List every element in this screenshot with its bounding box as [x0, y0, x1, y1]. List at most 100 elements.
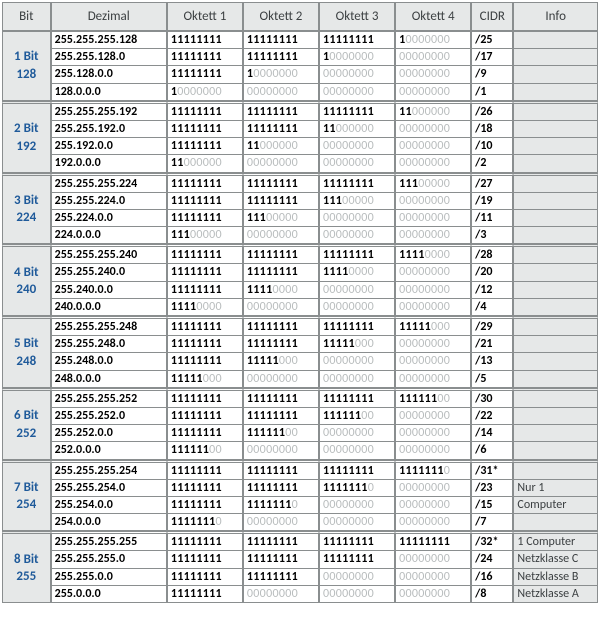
oktett-1: 11111111 — [167, 173, 243, 193]
info-value: Netzklasse C — [513, 551, 598, 568]
oktett-2: 11111111 — [243, 388, 319, 408]
oktett-4: 11111111 — [395, 531, 471, 551]
info-value — [513, 31, 598, 49]
oktett-1: 11111111 — [167, 193, 243, 210]
oktett-3: 11100000 — [319, 193, 395, 210]
bit-label: 1 Bit128 — [2, 31, 51, 101]
table-row: 128.0.0.01000000000000000000000000000000… — [2, 84, 598, 101]
oktett-4: 00000000 — [395, 408, 471, 425]
decimal-value: 255.0.0.0 — [51, 586, 167, 603]
oktett-3: 00000000 — [319, 442, 395, 459]
info-value — [513, 244, 598, 264]
oktett-2: 11111111 — [243, 264, 319, 281]
oktett-1: 11111111 — [167, 336, 243, 353]
oktett-1: 11111111 — [167, 408, 243, 425]
bit-label: 3 Bit224 — [2, 173, 51, 245]
oktett-3: 10000000 — [319, 49, 395, 66]
oktett-4: 00000000 — [395, 193, 471, 210]
decimal-value: 255.240.0.0 — [51, 282, 167, 299]
oktett-1: 11111100 — [167, 442, 243, 459]
table-row: 8 Bit255255.255.255.25511111111111111111… — [2, 531, 598, 551]
decimal-value: 255.255.255.254 — [51, 460, 167, 480]
oktett-1: 11111111 — [167, 531, 243, 551]
subnet-table: Bit Dezimal Oktett 1 Oktett 2 Oktett 3 O… — [2, 2, 598, 603]
table-row: 255.255.240.0111111111111111111110000000… — [2, 264, 598, 281]
cidr-value: /15 — [471, 497, 513, 514]
decimal-value: 240.0.0.0 — [51, 299, 167, 316]
table-row: 255.255.128.0111111111111111110000000000… — [2, 49, 598, 66]
oktett-3: 11111100 — [319, 408, 395, 425]
table-header-row: Bit Dezimal Oktett 1 Oktett 2 Oktett 3 O… — [2, 2, 598, 31]
oktett-1: 11100000 — [167, 227, 243, 244]
oktett-4: 00000000 — [395, 282, 471, 299]
cidr-value: /18 — [471, 121, 513, 138]
cidr-value: /11 — [471, 210, 513, 227]
oktett-2: 10000000 — [243, 66, 319, 83]
decimal-value: 255.255.0.0 — [51, 569, 167, 586]
table-row: 2 Bit192255.255.255.19211111111111111111… — [2, 101, 598, 121]
table-row: 6 Bit252255.255.255.25211111111111111111… — [2, 388, 598, 408]
decimal-value: 255.255.240.0 — [51, 264, 167, 281]
table-row: 224.0.0.01110000000000000000000000000000… — [2, 227, 598, 244]
oktett-1: 11111111 — [167, 388, 243, 408]
decimal-value: 255.255.255.192 — [51, 101, 167, 121]
oktett-1: 11111111 — [167, 101, 243, 121]
table-row: 240.0.0.01111000000000000000000000000000… — [2, 299, 598, 316]
cidr-value: /7 — [471, 514, 513, 531]
oktett-2: 11111111 — [243, 460, 319, 480]
oktett-3: 11111111 — [319, 101, 395, 121]
oktett-3: 11111111 — [319, 173, 395, 193]
cidr-value: /19 — [471, 193, 513, 210]
table-row: 255.255.248.0111111111111111111111000000… — [2, 336, 598, 353]
info-value: Netzklasse A — [513, 586, 598, 603]
oktett-1: 11111111 — [167, 264, 243, 281]
info-value — [513, 408, 598, 425]
oktett-3: 11110000 — [319, 264, 395, 281]
table-row: 5 Bit248255.255.255.24811111111111111111… — [2, 316, 598, 336]
info-value — [513, 210, 598, 227]
oktett-3: 00000000 — [319, 155, 395, 172]
decimal-value: 254.0.0.0 — [51, 514, 167, 531]
table-row: 255.255.254.0111111111111111111111110000… — [2, 480, 598, 497]
oktett-4: 00000000 — [395, 514, 471, 531]
table-row: 255.254.0.011111111111111100000000000000… — [2, 497, 598, 514]
bit-label: 7 Bit254 — [2, 460, 51, 532]
col-dezimal: Dezimal — [51, 2, 167, 31]
oktett-1: 11111111 — [167, 121, 243, 138]
oktett-4: 00000000 — [395, 551, 471, 568]
table-row: 252.0.0.01111110000000000000000000000000… — [2, 442, 598, 459]
table-row: 255.192.0.011111111110000000000000000000… — [2, 138, 598, 155]
table-row: 255.255.0.011111111111111110000000000000… — [2, 569, 598, 586]
cidr-value: /23 — [471, 480, 513, 497]
decimal-value: 255.255.255.240 — [51, 244, 167, 264]
info-value — [513, 353, 598, 370]
info-value — [513, 193, 598, 210]
decimal-value: 252.0.0.0 — [51, 442, 167, 459]
info-value — [513, 442, 598, 459]
cidr-value: /27 — [471, 173, 513, 193]
oktett-2: 11000000 — [243, 138, 319, 155]
oktett-4: 00000000 — [395, 66, 471, 83]
oktett-2: 11111111 — [243, 531, 319, 551]
oktett-3: 11111111 — [319, 31, 395, 49]
cidr-value: /22 — [471, 408, 513, 425]
oktett-1: 11111111 — [167, 586, 243, 603]
oktett-3: 11111111 — [319, 531, 395, 551]
table-row: 255.252.0.011111111111111000000000000000… — [2, 425, 598, 442]
oktett-4: 11111100 — [395, 388, 471, 408]
oktett-3: 00000000 — [319, 497, 395, 514]
info-value — [513, 316, 598, 336]
oktett-2: 11111111 — [243, 551, 319, 568]
oktett-1: 11111111 — [167, 569, 243, 586]
oktett-4: 10000000 — [395, 31, 471, 49]
oktett-1: 11111111 — [167, 480, 243, 497]
table-row: 192.0.0.01100000000000000000000000000000… — [2, 155, 598, 172]
cidr-value: /9 — [471, 66, 513, 83]
oktett-2: 11111111 — [243, 121, 319, 138]
table-row: 248.0.0.01111100000000000000000000000000… — [2, 371, 598, 388]
oktett-2: 00000000 — [243, 299, 319, 316]
oktett-3: 00000000 — [319, 227, 395, 244]
oktett-4: 00000000 — [395, 155, 471, 172]
oktett-1: 11111111 — [167, 353, 243, 370]
oktett-3: 11111111 — [319, 316, 395, 336]
